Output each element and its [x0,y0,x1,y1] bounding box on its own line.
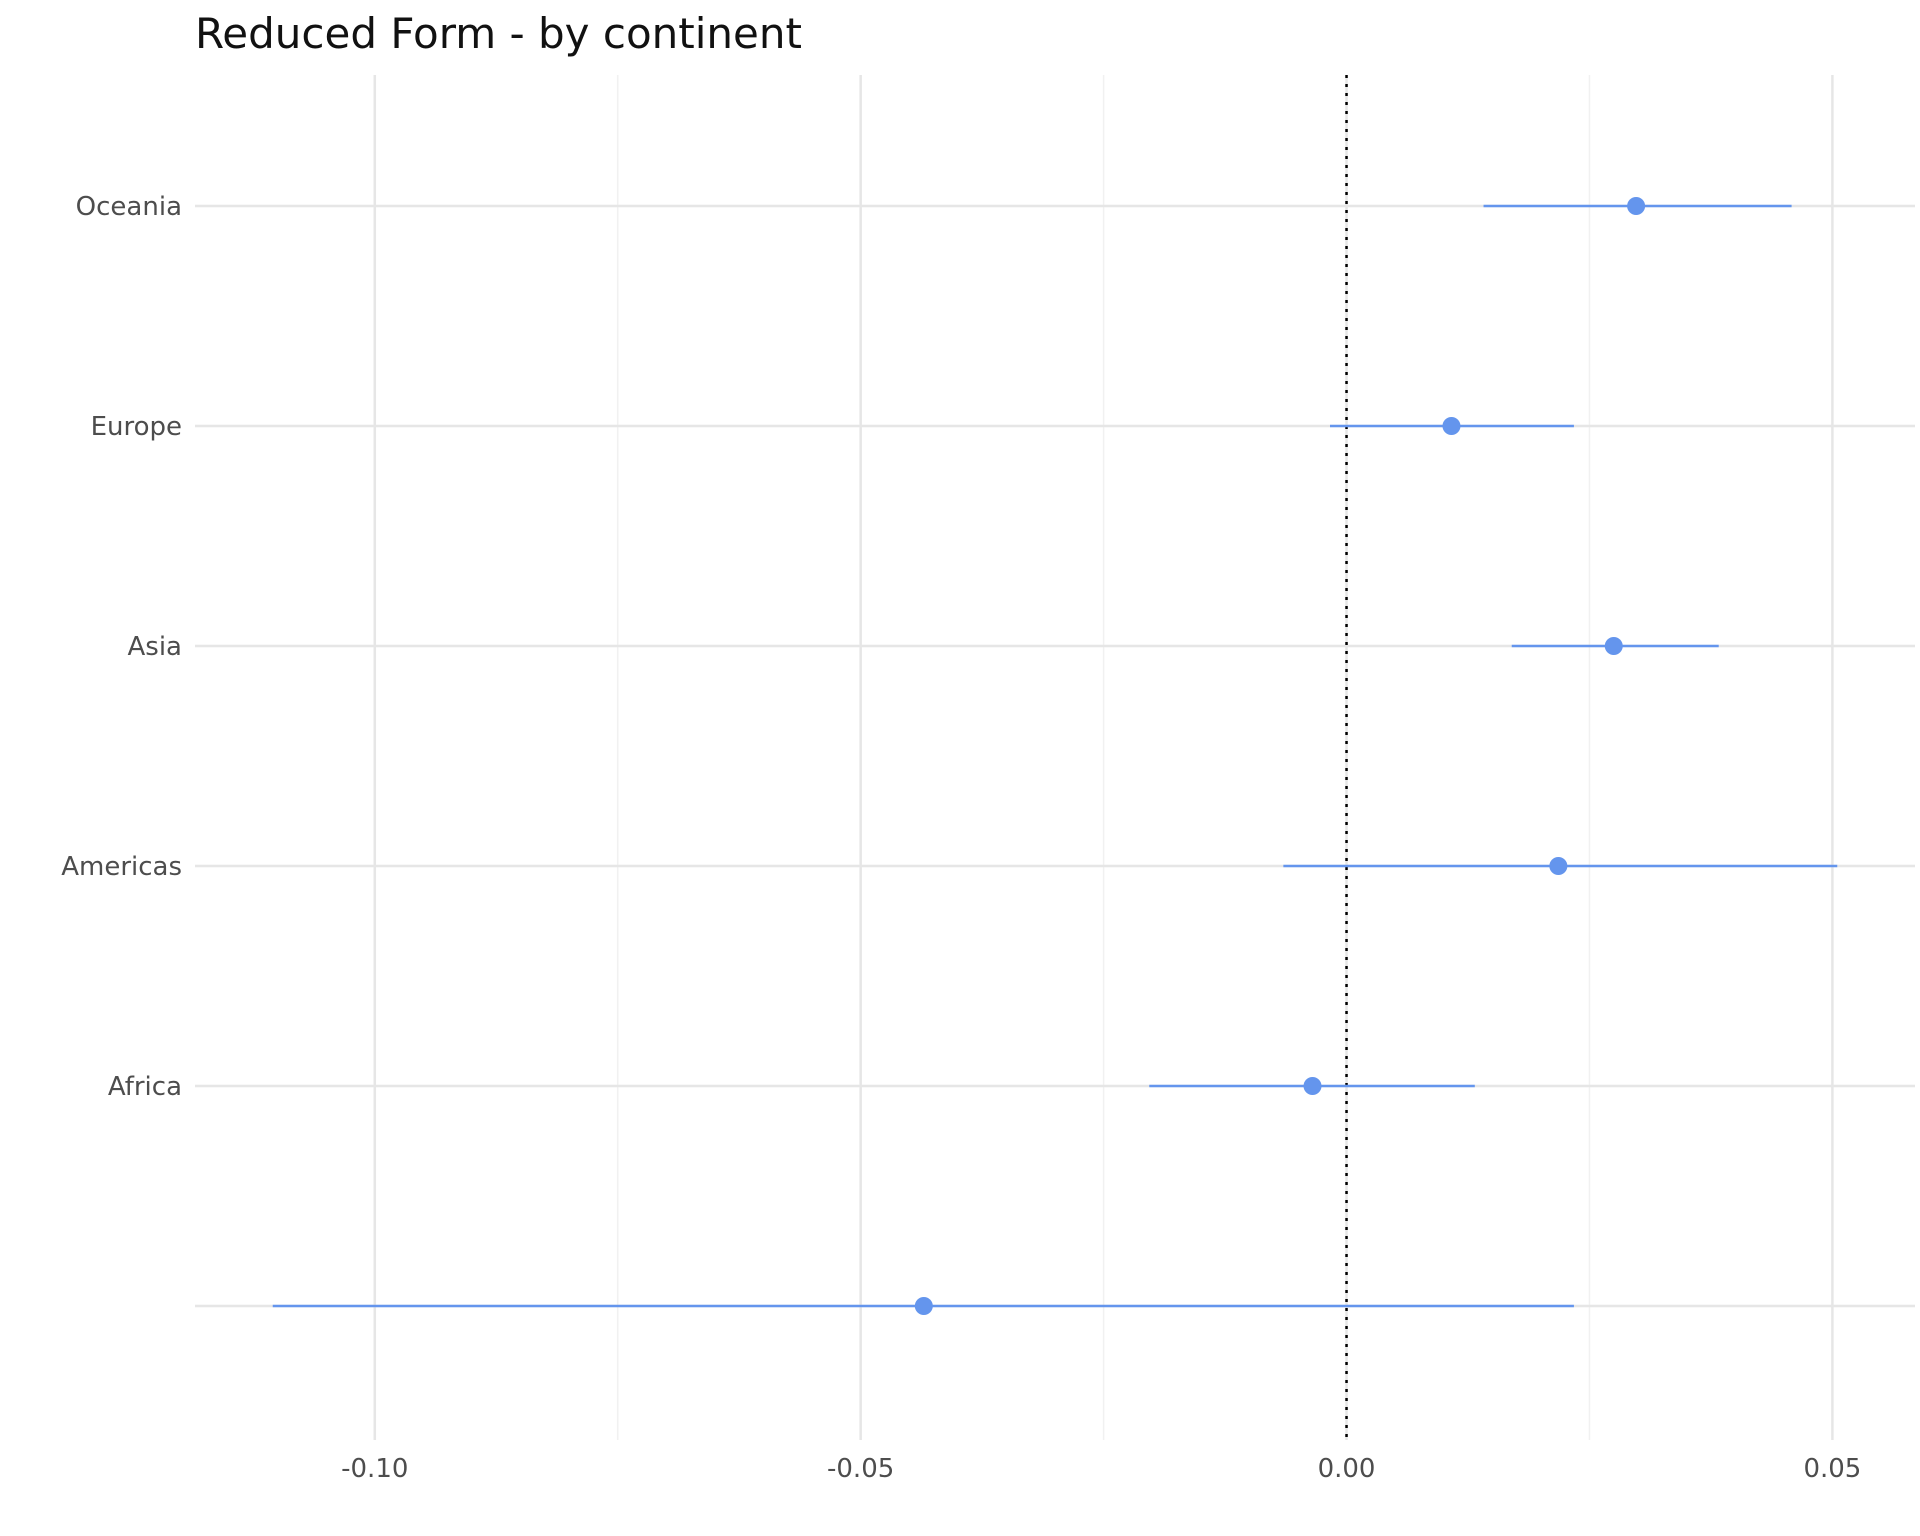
x-tick-label: 0.05 [1803,1454,1861,1484]
y-tick-label: Oceania [76,192,182,222]
y-tick-label: Africa [108,1072,182,1102]
estimate-point [914,1297,933,1315]
estimate-point [1627,197,1646,215]
y-axis-labels: Africa Americas Asia Europe Oceania [61,192,182,1102]
x-tick-label: -0.05 [827,1454,894,1484]
y-tick-label: Asia [128,632,183,662]
y-tick-label: Americas [61,852,182,882]
x-axis-labels: -0.10 -0.05 0.00 0.05 [341,1454,1861,1484]
estimate-point [1604,637,1623,655]
estimate-point [1549,857,1568,875]
x-tick-label: 0.00 [1318,1454,1376,1484]
estimate-point [1303,1077,1322,1095]
chart-marks [272,197,1838,1315]
y-tick-label: Europe [91,412,182,442]
estimate-point [1442,417,1461,435]
grid-lines [195,75,1915,1440]
chart-title: Reduced Form - by continent [195,9,802,58]
x-tick-label: -0.10 [341,1454,408,1484]
